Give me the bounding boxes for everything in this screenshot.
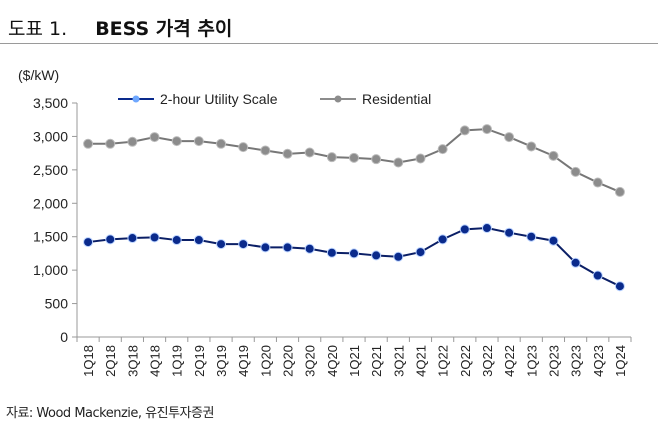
data-point-0-18 (481, 223, 492, 234)
data-point-1-18 (481, 124, 492, 135)
x-tick-label: 3Q22 (480, 345, 495, 377)
x-tick-label: 2Q20 (281, 345, 296, 377)
data-point-1-20 (526, 141, 537, 152)
data-point-0-3 (149, 232, 160, 243)
data-point-0-7 (238, 239, 249, 250)
data-point-1-17 (459, 125, 470, 136)
data-point-1-8 (260, 145, 271, 156)
data-point-0-23 (592, 270, 603, 281)
data-point-1-12 (349, 152, 359, 163)
data-point-0-4 (171, 235, 182, 246)
data-point-0-15 (415, 247, 426, 258)
y-tick-label: 3,000 (33, 128, 68, 144)
x-tick-label: 4Q19 (236, 345, 251, 377)
x-tick-label: 1Q18 (81, 345, 96, 377)
x-tick-label: 3Q20 (303, 345, 318, 377)
x-tick-label: 2Q23 (546, 345, 561, 377)
x-tick-label: 4Q18 (148, 345, 163, 377)
figure-title: 도표 1. BESS 가격 추이 (8, 14, 232, 41)
x-tick-label: 4Q20 (325, 345, 340, 377)
data-point-1-10 (304, 147, 315, 158)
data-point-0-0 (83, 237, 94, 248)
data-point-0-2 (127, 233, 138, 244)
data-point-1-7 (238, 142, 249, 153)
x-tick-label: 2Q21 (369, 345, 384, 377)
data-point-0-1 (105, 234, 116, 245)
data-point-1-6 (216, 138, 227, 149)
y-tick-label: 1,000 (33, 262, 68, 278)
data-point-0-21 (548, 235, 559, 246)
x-tick-label: 1Q21 (347, 345, 362, 377)
data-point-0-9 (282, 242, 293, 253)
x-tick-label: 4Q22 (502, 345, 517, 377)
x-tick-label: 1Q20 (258, 345, 273, 377)
data-point-1-1 (105, 138, 116, 149)
data-point-0-14 (393, 251, 404, 262)
data-point-1-22 (570, 166, 581, 177)
data-point-0-20 (526, 231, 537, 242)
x-tick-label: 4Q23 (591, 345, 606, 377)
data-point-0-19 (504, 227, 515, 238)
x-tick-label: 1Q23 (524, 345, 539, 377)
data-point-1-5 (193, 136, 204, 147)
legend-marker-1 (334, 95, 342, 103)
x-tick-label: 2Q19 (192, 345, 207, 377)
data-point-0-13 (371, 250, 382, 261)
x-tick-label: 3Q21 (391, 345, 406, 377)
data-point-1-4 (171, 136, 182, 147)
figure-title-text: BESS 가격 추이 (95, 18, 233, 40)
data-point-1-2 (127, 136, 138, 147)
legend-label-0: 2-hour Utility Scale (160, 91, 278, 107)
data-point-1-19 (504, 132, 515, 143)
x-tick-label: 2Q18 (103, 345, 118, 377)
data-point-1-9 (282, 148, 293, 159)
x-tick-label: 1Q24 (613, 345, 628, 377)
legend-marker-0 (132, 95, 140, 103)
y-tick-label: 2,000 (33, 195, 68, 211)
data-point-0-17 (459, 224, 470, 235)
y-tick-label: 2,500 (33, 162, 68, 178)
data-point-0-8 (260, 242, 271, 253)
data-point-1-16 (437, 144, 448, 155)
x-tick-label: 4Q21 (413, 345, 428, 377)
figure-number: 도표 1. (8, 18, 68, 40)
title-divider (0, 43, 658, 44)
y-tick-label: 500 (45, 296, 69, 312)
x-tick-label: 3Q18 (125, 345, 140, 377)
data-point-0-6 (216, 239, 227, 250)
x-tick-label: 3Q19 (214, 345, 229, 377)
data-point-1-0 (83, 138, 94, 149)
line-chart: ($/kW) 0 500 1,000 1,500 2,000 2,500 3,000 3,500… (18, 67, 632, 377)
data-point-0-22 (570, 257, 581, 268)
source-note: 자료: Wood Mackenzie, 유진투자증권 (6, 406, 214, 421)
data-point-1-13 (371, 154, 382, 165)
x-tick-label: 1Q22 (436, 345, 451, 377)
y-tick-label: 0 (60, 329, 68, 345)
data-point-0-5 (193, 235, 204, 246)
x-tick-label: 2Q22 (458, 345, 473, 377)
data-point-0-11 (326, 247, 337, 258)
legend-label-1: Residential (362, 91, 431, 107)
data-point-1-15 (415, 153, 426, 164)
data-point-1-11 (326, 152, 337, 163)
data-point-1-3 (149, 132, 160, 143)
data-point-1-24 (614, 186, 625, 197)
x-tick-label: 3Q23 (569, 345, 584, 377)
y-axis-unit-label: ($/kW) (18, 67, 59, 83)
y-tick-label: 3,500 (33, 95, 68, 111)
data-point-0-12 (349, 248, 359, 259)
data-point-1-21 (548, 150, 559, 161)
x-tick-label: 1Q19 (170, 345, 185, 377)
data-point-0-10 (304, 243, 315, 254)
data-point-1-23 (592, 177, 603, 188)
data-point-0-16 (437, 234, 448, 245)
data-point-0-24 (614, 281, 625, 292)
data-point-1-14 (393, 157, 404, 168)
y-tick-label: 1,500 (33, 229, 68, 245)
